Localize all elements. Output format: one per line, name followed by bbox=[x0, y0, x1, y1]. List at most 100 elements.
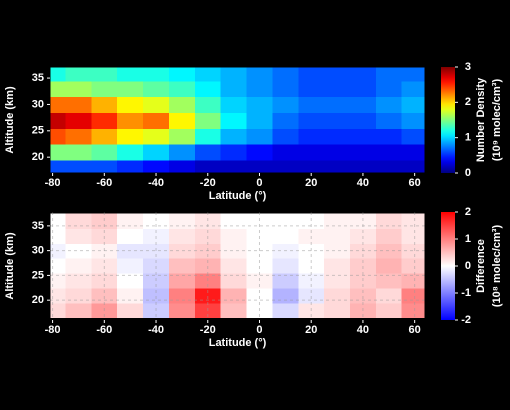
heat-cell bbox=[91, 96, 118, 113]
heat-cell bbox=[375, 258, 403, 274]
heat-cell bbox=[350, 213, 377, 229]
heat-cell bbox=[117, 287, 144, 304]
heat-cell bbox=[91, 112, 118, 129]
colorbar-tick-label: 3 bbox=[465, 61, 471, 73]
heat-cell bbox=[246, 258, 274, 274]
heat-cell bbox=[401, 80, 426, 98]
heat-cell bbox=[194, 213, 222, 229]
heat-cell bbox=[272, 159, 299, 174]
colorbar-tick-label: 1 bbox=[465, 132, 471, 144]
heat-cell bbox=[298, 128, 325, 145]
heat-cell bbox=[143, 80, 170, 98]
x-tick-label: -20 bbox=[200, 324, 216, 336]
heat-cell bbox=[220, 228, 248, 244]
heat-cell bbox=[91, 67, 118, 82]
heat-cell bbox=[50, 112, 67, 129]
heat-cell bbox=[401, 213, 426, 229]
heat-cell bbox=[375, 143, 403, 161]
heat-cell bbox=[220, 272, 248, 289]
heat-cell bbox=[50, 228, 67, 244]
colorbar-tick-label: 2 bbox=[465, 206, 471, 218]
heat-cell bbox=[298, 96, 325, 113]
heat-cell bbox=[375, 80, 403, 98]
heat-cell bbox=[117, 213, 144, 229]
colorbar-tick-label: 0 bbox=[465, 260, 471, 272]
heat-cell bbox=[298, 287, 325, 304]
heat-cell bbox=[298, 67, 325, 82]
heat-cell bbox=[65, 258, 92, 274]
heat-cell bbox=[65, 96, 92, 113]
heat-cell bbox=[246, 213, 274, 229]
heat-cell bbox=[272, 302, 299, 319]
heat-cell bbox=[220, 96, 248, 113]
heat-cell bbox=[375, 159, 403, 174]
heat-cell bbox=[117, 80, 144, 98]
heat-cell bbox=[350, 143, 377, 161]
heat-cell bbox=[50, 287, 67, 304]
heat-cell bbox=[220, 67, 248, 82]
heat-cell bbox=[65, 243, 92, 259]
heat-cell bbox=[350, 112, 377, 129]
heat-cell bbox=[272, 143, 299, 161]
y-tick-label: 35 bbox=[32, 220, 44, 232]
heat-cell bbox=[272, 80, 299, 98]
x-axis-label: Latitude (°) bbox=[209, 190, 267, 202]
y-axis-label: Altitude (km) bbox=[4, 232, 16, 300]
heat-cell bbox=[143, 112, 170, 129]
heat-cell bbox=[220, 159, 248, 174]
heat-cell bbox=[401, 128, 426, 145]
heat-cell bbox=[375, 112, 403, 129]
heat-cell bbox=[375, 128, 403, 145]
heat-cell bbox=[246, 287, 274, 304]
x-tick-label: 20 bbox=[305, 177, 317, 189]
colorbar-label: Difference bbox=[475, 239, 487, 293]
heat-cell bbox=[50, 302, 67, 319]
heat-cell bbox=[375, 243, 403, 259]
heat-cell bbox=[246, 80, 274, 98]
heat-cell bbox=[91, 159, 118, 174]
heat-cell bbox=[350, 80, 377, 98]
heat-cell bbox=[350, 67, 377, 82]
heat-cell bbox=[194, 80, 222, 98]
x-tick-label: -40 bbox=[148, 324, 164, 336]
heat-cell bbox=[298, 143, 325, 161]
heat-cell bbox=[375, 213, 403, 229]
colorbar-tick-label: 0 bbox=[465, 167, 471, 179]
heat-cell bbox=[168, 272, 196, 289]
x-tick-label: -80 bbox=[45, 177, 61, 189]
heat-cell bbox=[50, 67, 67, 82]
heat-cell bbox=[298, 112, 325, 129]
colorbar-tick-label: 2 bbox=[465, 96, 471, 108]
heat-cell bbox=[375, 228, 403, 244]
heat-cell bbox=[168, 213, 196, 229]
y-tick-label: 20 bbox=[32, 294, 44, 306]
heat-cell bbox=[272, 112, 299, 129]
heat-cell bbox=[194, 143, 222, 161]
heat-cell bbox=[298, 258, 325, 274]
heat-cell bbox=[401, 159, 426, 174]
x-tick-label: -20 bbox=[200, 177, 216, 189]
heat-cell bbox=[298, 159, 325, 174]
colorbar-tick-label: -2 bbox=[461, 314, 471, 326]
heat-cell bbox=[65, 143, 92, 161]
heat-cell bbox=[298, 80, 325, 98]
heat-cell bbox=[246, 96, 274, 113]
heat-cell bbox=[50, 258, 67, 274]
heat-cell bbox=[375, 302, 403, 319]
heat-cell bbox=[117, 272, 144, 289]
colorbar-tick-label: 1 bbox=[465, 233, 471, 245]
heat-cell bbox=[50, 96, 67, 113]
heat-cell bbox=[220, 112, 248, 129]
heat-cell bbox=[143, 159, 170, 174]
x-tick-label: 20 bbox=[305, 324, 317, 336]
colorbar bbox=[441, 212, 455, 320]
heat-cell bbox=[272, 272, 299, 289]
heat-cell bbox=[194, 258, 222, 274]
heat-cell bbox=[117, 96, 144, 113]
heat-cell bbox=[168, 128, 196, 145]
heat-cell bbox=[375, 67, 403, 82]
heat-cell bbox=[375, 96, 403, 113]
x-tick-label: 60 bbox=[409, 324, 421, 336]
heat-cell bbox=[65, 272, 92, 289]
